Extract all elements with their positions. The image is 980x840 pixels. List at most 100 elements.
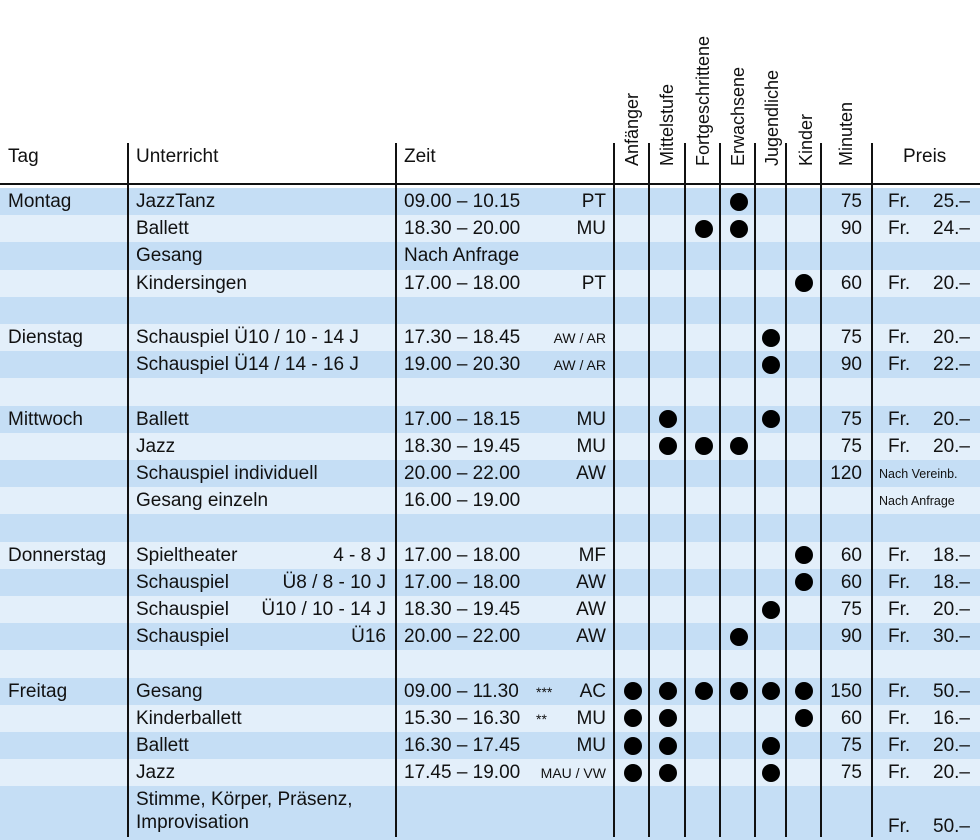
price-amount: 50.– bbox=[933, 680, 970, 702]
course-time: 15.30 – 16.30 bbox=[404, 707, 521, 729]
price-currency: Fr. bbox=[888, 544, 911, 566]
course-time: 17.00 – 18.00 bbox=[404, 571, 521, 593]
level-dot bbox=[659, 736, 677, 755]
table-row bbox=[0, 677, 980, 705]
price-currency: Fr. bbox=[888, 707, 911, 729]
minutes: 75 bbox=[840, 191, 862, 212]
price-currency: Fr. bbox=[888, 599, 911, 620]
minutes: 90 bbox=[840, 626, 862, 648]
course-time: 16.30 – 17.45 bbox=[404, 735, 521, 756]
table-row bbox=[0, 242, 980, 270]
course-time: 17.30 – 18.45 bbox=[404, 327, 521, 348]
course-name: Schauspiel Ü10 / 10 - 14 J bbox=[136, 327, 359, 348]
table-row bbox=[0, 623, 980, 651]
teacher-code: MAU / VW bbox=[540, 765, 606, 782]
level-dot bbox=[794, 274, 813, 293]
course-name: Ballett bbox=[136, 408, 189, 430]
teacher-code: AW bbox=[576, 571, 606, 593]
course-name: JazzTanz bbox=[136, 191, 216, 212]
table-row bbox=[0, 432, 980, 460]
day-label: Mittwoch bbox=[8, 408, 83, 430]
course-name: Schauspiel bbox=[136, 599, 229, 620]
price-currency: Fr. bbox=[888, 191, 911, 212]
price-currency: Fr. bbox=[888, 626, 911, 648]
header-level-2: Fortgeschrittene bbox=[693, 35, 713, 166]
price-currency: Fr. bbox=[888, 680, 911, 702]
teacher-code: AW bbox=[576, 626, 606, 648]
column-divider bbox=[871, 143, 873, 837]
price-amount: 18.– bbox=[933, 571, 970, 593]
header-minuten: Minuten bbox=[836, 101, 856, 166]
price-currency: Fr. bbox=[888, 735, 911, 756]
column-divider bbox=[684, 143, 686, 837]
table-row bbox=[0, 487, 980, 515]
header-level-1: Mittelstufe bbox=[657, 83, 677, 166]
level-dot bbox=[694, 437, 713, 456]
price-amount: 20.– bbox=[933, 272, 970, 294]
spacer-row bbox=[0, 650, 980, 678]
course-name: Kinderballett bbox=[136, 707, 242, 729]
level-dot bbox=[729, 192, 748, 211]
day-label: Montag bbox=[8, 191, 72, 212]
header-level-4: Jugendliche bbox=[762, 69, 782, 166]
course-name: Gesang einzeln bbox=[136, 490, 269, 512]
minutes: 90 bbox=[840, 354, 862, 376]
column-divider bbox=[754, 143, 756, 837]
table-row bbox=[0, 324, 980, 352]
course-age: Ü16 bbox=[351, 626, 386, 648]
price-currency: Fr. bbox=[888, 272, 911, 294]
column-divider bbox=[719, 143, 721, 837]
table-row bbox=[0, 405, 980, 433]
level-dot bbox=[623, 709, 642, 728]
table-row bbox=[0, 541, 980, 569]
price-currency: Fr. bbox=[888, 816, 911, 838]
price-amount: 20.– bbox=[933, 599, 970, 620]
minutes: 75 bbox=[840, 408, 862, 430]
course-time: 17.00 – 18.00 bbox=[404, 544, 521, 566]
price-amount: 25.– bbox=[933, 191, 970, 212]
course-name: Kindersingen bbox=[136, 272, 247, 294]
level-dot bbox=[659, 709, 677, 728]
level-dot bbox=[794, 682, 813, 701]
level-dot bbox=[623, 763, 642, 782]
teacher-code: MF bbox=[578, 544, 606, 566]
level-dot bbox=[659, 763, 677, 782]
minutes: 60 bbox=[840, 571, 862, 593]
price-currency: Fr. bbox=[888, 435, 911, 457]
course-time: 16.00 – 19.00 bbox=[404, 490, 521, 512]
table-row bbox=[0, 351, 980, 379]
level-dot bbox=[794, 546, 813, 565]
level-dot bbox=[623, 736, 642, 755]
column-divider bbox=[395, 143, 397, 837]
course-time: 19.00 – 20.30 bbox=[404, 354, 521, 376]
minutes: 90 bbox=[840, 218, 862, 240]
course-age: 4 - 8 J bbox=[333, 544, 386, 566]
level-dot bbox=[659, 410, 677, 429]
course-name: Schauspiel Ü14 / 14 - 16 J bbox=[136, 354, 359, 376]
course-age: Ü8 / 8 - 10 J bbox=[282, 571, 387, 593]
teacher-code: MU bbox=[576, 435, 606, 457]
course-name: Schauspiel bbox=[136, 571, 229, 593]
course-time: 17.00 – 18.15 bbox=[404, 408, 521, 430]
teacher-code: AW / AR bbox=[553, 330, 606, 346]
course-time: 18.30 – 19.45 bbox=[404, 435, 521, 457]
level-dot bbox=[623, 682, 642, 701]
course-name: Jazz bbox=[136, 762, 176, 784]
header-unterricht: Unterricht bbox=[136, 146, 219, 167]
day-label: Donnerstag bbox=[8, 544, 107, 566]
level-dot bbox=[694, 682, 713, 701]
price-amount: 20.– bbox=[933, 762, 970, 784]
spacer-row bbox=[0, 514, 980, 542]
price-amount: 16.– bbox=[933, 707, 970, 729]
time-note: ** bbox=[536, 710, 547, 727]
teacher-code: MU bbox=[576, 707, 606, 729]
price-amount: 24.– bbox=[933, 218, 970, 240]
price-amount: 50.– bbox=[933, 816, 970, 838]
level-dot bbox=[729, 437, 748, 456]
price-currency: Fr. bbox=[888, 762, 911, 784]
course-time: 17.00 – 18.00 bbox=[404, 272, 521, 294]
header-level-3: Erwachsene bbox=[728, 66, 748, 166]
course-name: Schauspiel bbox=[136, 626, 229, 648]
course-time: Nach Anfrage bbox=[404, 245, 520, 267]
